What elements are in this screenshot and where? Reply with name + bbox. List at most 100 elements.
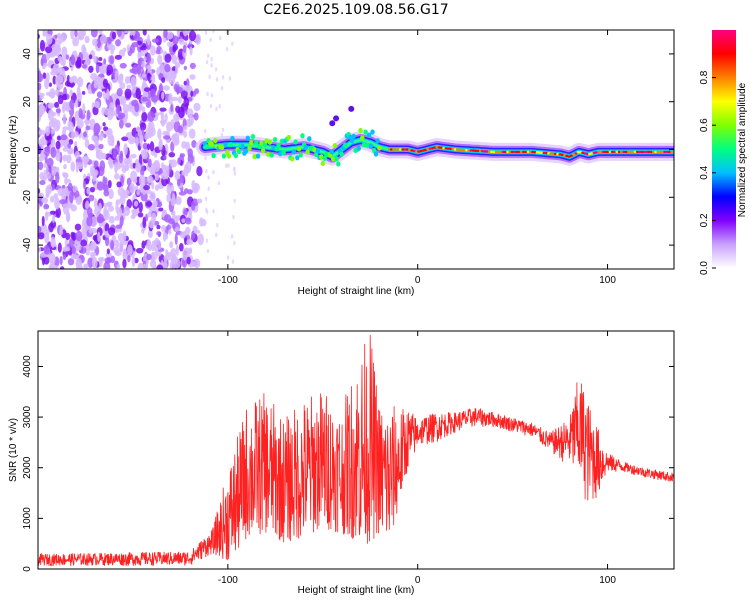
noise-blob: [67, 182, 73, 193]
colorbar-tick-label: 0.4: [699, 165, 710, 179]
noise-blob: [210, 57, 213, 62]
ridge-blob: [233, 152, 239, 159]
noise-blob: [104, 223, 110, 233]
noise-blob: [49, 262, 56, 269]
y-tick-label: 2000: [22, 456, 33, 479]
colorbar-tick-label: 0.0: [699, 261, 710, 275]
noise-blob: [62, 154, 68, 162]
ridge-core: [599, 150, 603, 154]
noise-blob: [217, 180, 221, 186]
ridge-blob: [293, 139, 298, 145]
noise-blob: [82, 156, 90, 163]
noise-blob: [135, 162, 142, 173]
snr-line: [38, 334, 674, 567]
noise-blob: [188, 249, 193, 255]
ridge-core: [574, 152, 578, 155]
noise-blob: [51, 67, 58, 74]
noise-blob: [74, 150, 80, 159]
noise-blob: [50, 146, 57, 159]
noise-blob: [98, 30, 103, 35]
noise-blob: [83, 209, 89, 221]
noise-blob: [54, 34, 58, 39]
noise-blob: [176, 86, 183, 94]
noise-blob: [174, 170, 181, 181]
noise-blob: [206, 53, 210, 58]
noise-blob: [110, 255, 116, 264]
ridge-blob: [276, 142, 281, 148]
ridge-blob: [307, 136, 312, 142]
ridge-blob: [228, 142, 233, 148]
noise-blob: [162, 135, 171, 140]
noise-blob: [177, 106, 185, 119]
ridge-blob: [269, 152, 274, 158]
noise-blob: [47, 109, 55, 121]
ridge-blob: [254, 140, 259, 146]
noise-blob: [182, 44, 187, 53]
noise-blob: [146, 52, 152, 64]
noise-blob: [114, 70, 118, 81]
noise-blob: [178, 191, 187, 196]
noise-blob: [96, 91, 103, 98]
noise-blob: [44, 231, 50, 244]
ridge-core: [667, 150, 672, 154]
ridge-blob: [332, 143, 338, 149]
noise-blob: [107, 37, 112, 45]
colorbar-label: Normalized spectral amplitude: [737, 82, 748, 217]
ridge-core: [569, 154, 574, 157]
colorbar-gradient: [712, 30, 736, 268]
noise-blob: [176, 30, 181, 38]
noise-blob: [119, 194, 126, 205]
noise-blob: [104, 177, 108, 185]
noise-blob: [156, 264, 164, 269]
noise-blob: [71, 130, 75, 140]
ridge-core: [642, 150, 646, 154]
noise-blob: [43, 256, 50, 265]
outlier-spot: [348, 105, 355, 112]
noise-blob: [84, 35, 90, 44]
noise-blob: [108, 215, 115, 224]
noise-blob: [179, 173, 185, 184]
noise-blob: [122, 47, 127, 53]
ridge-blob: [365, 143, 370, 149]
noise-blob: [163, 214, 172, 223]
noise-blob: [193, 112, 199, 121]
noise-blob: [115, 224, 123, 229]
ridge-blob: [300, 133, 305, 139]
noise-blob: [88, 54, 93, 60]
noise-blob: [195, 33, 202, 46]
noise-blob: [48, 222, 54, 233]
noise-blob: [187, 189, 193, 195]
ridge-blob: [377, 145, 382, 151]
noise-blob: [61, 103, 66, 114]
noise-blob: [75, 230, 83, 242]
noise-blob: [186, 108, 194, 118]
noise-blob: [154, 173, 160, 181]
noise-blob: [117, 74, 124, 85]
ridge-core: [403, 148, 407, 151]
noise-blob: [54, 39, 61, 51]
noise-blob: [210, 63, 213, 68]
noise-blob: [107, 205, 114, 212]
noise-blob: [146, 175, 154, 184]
noise-blob: [162, 231, 167, 242]
noise-blob: [161, 91, 165, 100]
noise-blob: [145, 242, 151, 250]
y-tick-label: 0: [22, 146, 33, 152]
noise-blob: [181, 218, 186, 223]
noise-blob: [205, 168, 208, 174]
noise-blob: [42, 72, 47, 79]
noise-blob: [126, 44, 130, 52]
noise-blob: [85, 125, 92, 131]
noise-blob: [172, 44, 179, 51]
noise-blob: [125, 122, 132, 128]
noise-blob: [141, 240, 146, 249]
noise-blob: [218, 104, 221, 109]
x-tick-label: 0: [415, 575, 421, 586]
noise-blob: [38, 82, 42, 91]
noise-blob: [92, 234, 97, 241]
noise-blob: [48, 91, 55, 98]
noise-blob: [205, 238, 209, 243]
noise-blob: [183, 30, 188, 37]
noise-blob: [93, 75, 102, 86]
